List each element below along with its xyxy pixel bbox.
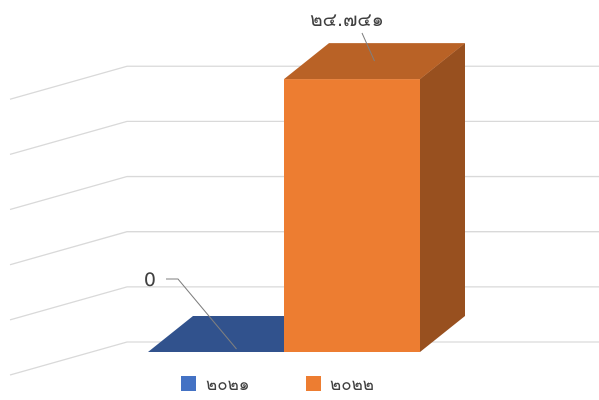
gridlines	[9, 65, 599, 376]
data-label: 0	[144, 269, 156, 291]
legend: ๒๐๒๑ ๒๐๒๒	[181, 375, 374, 395]
bar-side	[420, 43, 465, 352]
bar-top	[148, 316, 329, 352]
bar-front	[284, 79, 420, 352]
bar-top	[284, 43, 465, 80]
legend-label: ๒๐๒๑	[206, 375, 250, 395]
gridline	[9, 341, 599, 376]
bars	[148, 43, 465, 352]
legend-label: ๒๐๒๒	[330, 375, 374, 395]
legend-swatch	[306, 376, 321, 391]
legend-swatch	[181, 376, 196, 391]
data-label: ๒๔.๗๔๑	[310, 9, 384, 31]
leader-line	[166, 278, 237, 350]
leader-line	[361, 32, 375, 62]
data-labels: 0 ๒๔.๗๔๑	[144, 9, 384, 350]
